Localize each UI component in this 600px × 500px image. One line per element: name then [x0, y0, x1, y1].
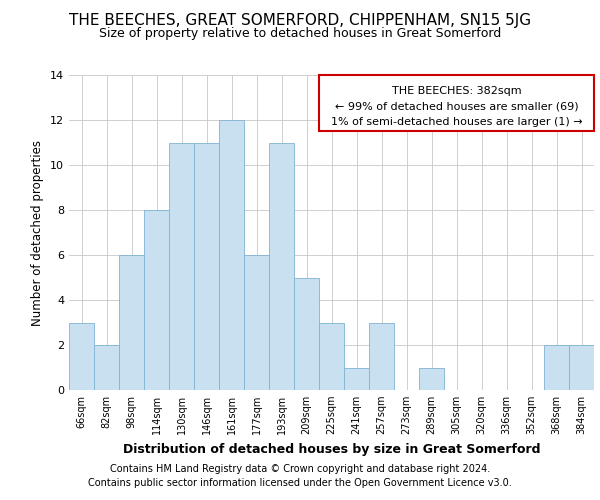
Text: Contains HM Land Registry data © Crown copyright and database right 2024.: Contains HM Land Registry data © Crown c…: [110, 464, 490, 474]
Bar: [294, 278, 319, 390]
Bar: [419, 368, 444, 390]
Bar: [244, 255, 269, 390]
Bar: [319, 322, 344, 390]
Text: THE BEECHES: 382sqm: THE BEECHES: 382sqm: [392, 86, 521, 96]
Bar: [319, 75, 594, 131]
Text: ← 99% of detached houses are smaller (69): ← 99% of detached houses are smaller (69…: [335, 102, 578, 112]
Text: 1% of semi-detached houses are larger (1) →: 1% of semi-detached houses are larger (1…: [331, 117, 583, 127]
Bar: [169, 142, 194, 390]
Bar: [144, 210, 169, 390]
Y-axis label: Number of detached properties: Number of detached properties: [31, 140, 44, 326]
Bar: [94, 345, 119, 390]
Bar: [544, 345, 569, 390]
Bar: [119, 255, 144, 390]
Bar: [69, 322, 94, 390]
Text: Contains public sector information licensed under the Open Government Licence v3: Contains public sector information licen…: [88, 478, 512, 488]
X-axis label: Distribution of detached houses by size in Great Somerford: Distribution of detached houses by size …: [123, 442, 540, 456]
Bar: [194, 142, 219, 390]
Bar: [269, 142, 294, 390]
Bar: [369, 322, 394, 390]
Bar: [219, 120, 244, 390]
Bar: [569, 345, 594, 390]
Bar: [344, 368, 369, 390]
Text: THE BEECHES, GREAT SOMERFORD, CHIPPENHAM, SN15 5JG: THE BEECHES, GREAT SOMERFORD, CHIPPENHAM…: [69, 12, 531, 28]
Text: Size of property relative to detached houses in Great Somerford: Size of property relative to detached ho…: [99, 28, 501, 40]
